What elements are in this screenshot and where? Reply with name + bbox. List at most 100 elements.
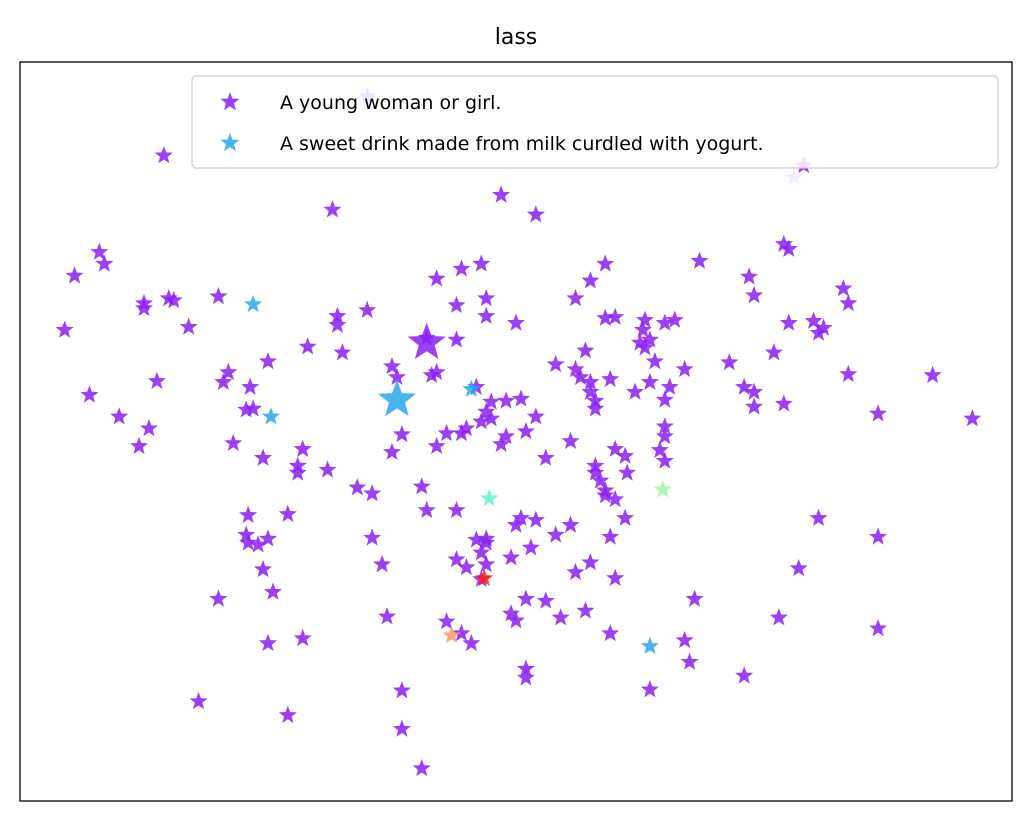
data-point-series-1 [923,365,942,384]
data-point-series-1 [690,251,709,269]
data-point-series-1 [323,200,342,218]
data-point-series-1 [110,407,129,425]
data-point-series-1 [804,311,823,329]
data-point-series-1 [328,306,347,324]
data-point-series-1 [373,555,392,573]
data-point-series-1 [640,330,659,348]
data-point-series-1 [581,271,600,289]
data-point-series-1 [293,439,312,457]
data-point-series-1 [472,412,491,430]
data-point-series-1 [640,680,659,698]
data-point-series-1 [789,558,808,577]
data-point-series-1 [452,423,471,442]
data-point-series-1 [278,705,297,723]
data-point-series-1 [288,463,307,481]
data-point-series-1 [258,352,278,370]
data-point-series-1 [618,463,637,481]
data-point-series-1 [387,367,406,385]
data-point-series-1 [596,254,615,272]
data-point-series-1 [506,313,526,331]
data-point-series-1 [447,295,466,314]
data-point-series-1 [90,242,109,260]
data-point-series-1 [774,234,793,252]
chart-title: lass [495,25,538,50]
legend: A young woman or girl. A sweet drink made… [191,75,999,169]
data-point-series-1 [720,353,739,371]
data-point-series-1 [427,436,446,454]
data-point-series-1 [839,293,858,312]
data-point-series-1 [516,659,535,677]
data-point-series-1 [764,343,783,361]
data-point-series-1 [869,404,888,422]
data-point-series-1 [586,399,605,417]
legend-marker-1 [220,92,240,111]
data-point-series-1 [745,382,764,400]
data-point-series-1 [224,433,243,452]
data-point-series-1 [497,391,516,409]
data-point-series-1 [237,400,256,418]
data-point-series-1 [506,611,526,629]
data-point-series-1 [55,320,74,338]
data-point-series-1 [769,608,788,626]
legend-marker-2 [220,133,240,152]
data-point-series-1 [382,442,402,460]
data-point-series-1 [254,559,273,578]
data-point-series-1 [586,463,605,481]
data-point-series-1 [809,508,828,526]
legend-label-1: A young woman or girl. [280,92,501,114]
data-point-series-1 [134,298,154,317]
data-point-series-1 [963,409,982,427]
data-point-series-1 [447,330,466,348]
data-point-series-1 [655,426,674,445]
data-point-series-1 [452,259,471,277]
data-point-series-1 [189,691,208,710]
data-point-series-2 [244,294,263,313]
data-point-series-1 [516,422,535,440]
data-point-series-1 [472,254,491,272]
data-point-series-1 [596,308,615,326]
data-point-series-1 [779,239,798,257]
points-layer [55,86,982,777]
data-point-series-1 [779,313,798,331]
data-point-series-1 [655,417,674,435]
data-point-series-1 [546,355,565,373]
data-point-series-1 [511,389,530,407]
data-point-series-1 [869,619,888,637]
data-point-series-1 [492,434,511,452]
data-point-series-1 [328,315,347,333]
data-point-series-1 [65,266,84,284]
data-point-series-1 [814,318,833,336]
data-point-series-1 [740,267,759,285]
data-point-series-1 [735,377,754,395]
data-point-series-1 [633,320,653,338]
data-point-series-1 [635,310,654,328]
data-point-series-1 [447,550,466,568]
data-point-series-1 [606,439,625,457]
data-point-series-1 [363,528,382,546]
data-point-series-1 [318,460,337,478]
data-point-series-1 [526,205,545,223]
data-point-series-1 [675,630,694,649]
data-point-series-1 [457,419,476,437]
data-point-series-1 [566,359,585,378]
plot-frame [19,61,1013,802]
data-point-series-1 [427,269,446,287]
data-point-series-1 [869,527,888,545]
data-point-series-1 [477,288,496,307]
data-point-series-1 [293,628,312,647]
data-point-series-1 [462,633,481,652]
data-point-series-1 [616,508,635,526]
data-point-series-1 [581,372,600,390]
data-point-series-1 [680,652,699,670]
data-point-series-1 [745,286,764,304]
data-point-series-1 [214,372,233,390]
data-point-other [653,480,672,498]
data-point-series-1 [382,356,402,375]
data-point-series-1 [467,530,486,548]
data-point-series-2 [261,407,281,425]
data-point-series-1 [452,623,471,642]
data-point-series-1 [655,313,674,331]
data-point-series-1 [447,500,466,519]
data-point-series-1 [655,390,674,408]
data-point-series-1 [665,310,684,328]
